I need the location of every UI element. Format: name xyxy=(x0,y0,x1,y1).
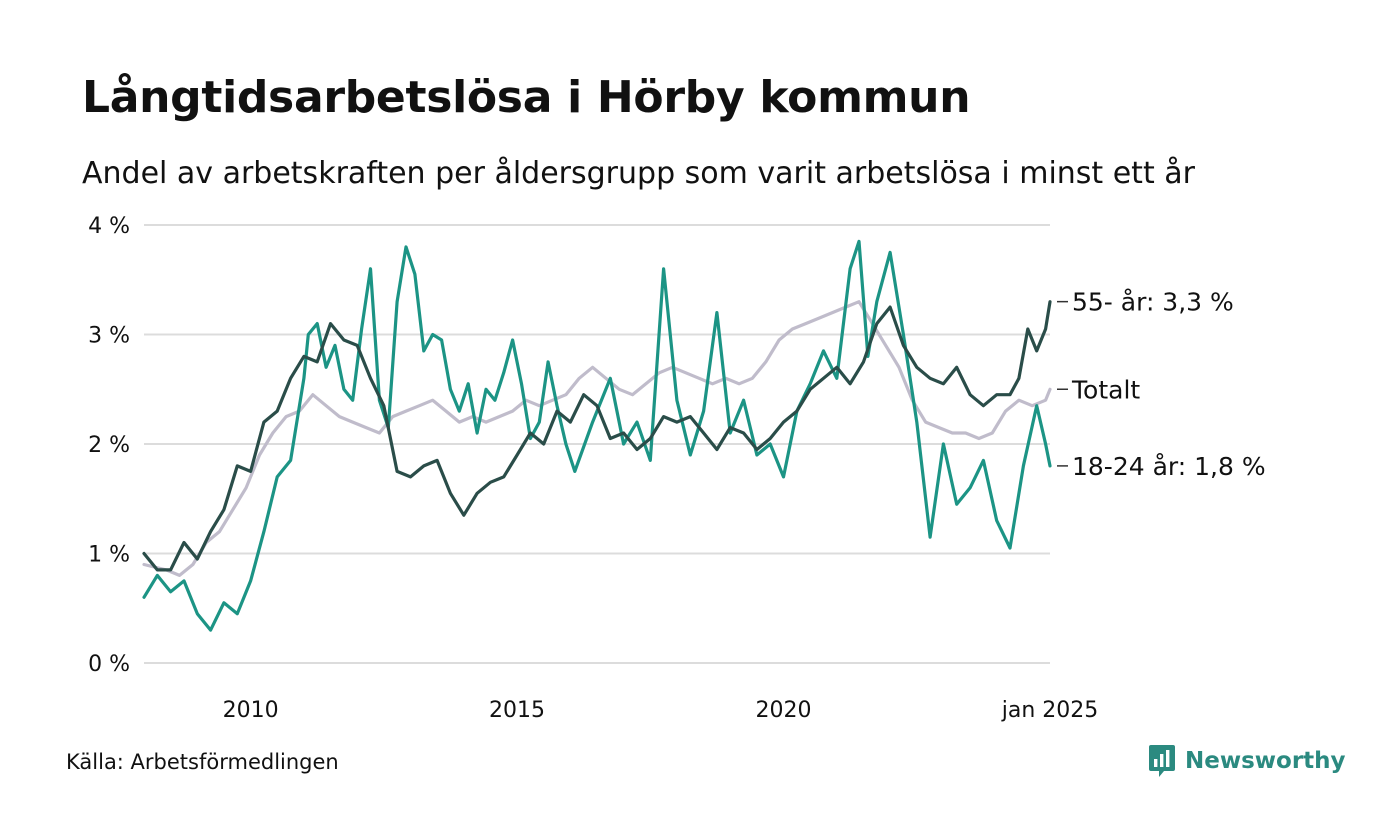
chart-subtitle: Andel av arbetskraften per åldersgrupp s… xyxy=(82,156,1195,191)
y-tick-label: 3 % xyxy=(88,324,130,349)
y-axis-ticks: 0 % 1 % 2 % 3 % 4 % xyxy=(88,214,130,677)
end-labels: 55- år: 3,3 % Totalt 18-24 år: 1,8 % xyxy=(1057,288,1266,481)
chart-title: Långtidsarbetslösa i Hörby kommun xyxy=(82,72,971,123)
y-tick-label: 4 % xyxy=(88,214,130,239)
series-line-age-18-24 xyxy=(142,239,1052,632)
x-axis-ticks: 2010 2015 2020 jan 2025 xyxy=(223,698,1099,723)
series-line-age-55-plus xyxy=(142,300,1052,572)
line-chart: 0 % 1 % 2 % 3 % 4 % 2010 2015 2020 jan 2025 55-… xyxy=(88,214,1266,723)
x-tick-label: 2020 xyxy=(756,698,812,723)
y-tick-label: 0 % xyxy=(88,652,130,677)
end-label-age-18-24: 18-24 år: 1,8 % xyxy=(1072,452,1266,481)
series-lines xyxy=(142,239,1052,632)
x-tick-label: jan 2025 xyxy=(1001,698,1099,723)
y-tick-label: 1 % xyxy=(88,543,130,568)
x-tick-label: 2015 xyxy=(489,698,545,723)
grid-lines xyxy=(144,224,1050,664)
end-label-age-55-plus: 55- år: 3,3 % xyxy=(1072,288,1234,317)
end-label-total: Totalt xyxy=(1071,375,1140,404)
brand-logo[interactable]: Newsworthy xyxy=(1148,744,1346,778)
brand-name: Newsworthy xyxy=(1185,748,1346,774)
x-tick-label: 2010 xyxy=(223,698,279,723)
source-note: Källa: Arbetsförmedlingen xyxy=(66,750,339,774)
newsworthy-logo-icon xyxy=(1149,745,1175,777)
series-line-total xyxy=(142,300,1052,577)
y-tick-label: 2 % xyxy=(88,433,130,458)
